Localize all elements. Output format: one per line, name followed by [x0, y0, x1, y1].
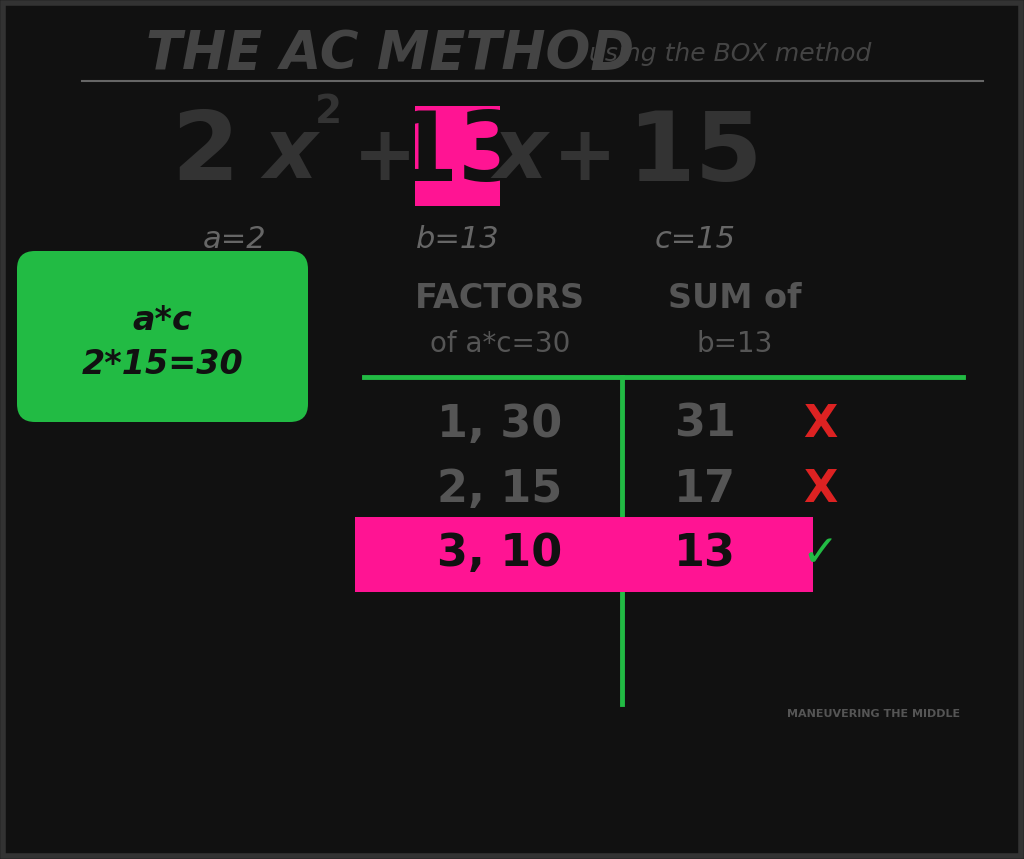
- Text: X: X: [803, 403, 838, 446]
- Text: 17: 17: [674, 467, 736, 510]
- Text: +: +: [353, 122, 417, 196]
- Text: 3, 10: 3, 10: [437, 533, 562, 576]
- Text: 31: 31: [674, 403, 736, 446]
- Text: 2, 15: 2, 15: [437, 467, 562, 510]
- FancyBboxPatch shape: [17, 251, 308, 422]
- Text: 13: 13: [390, 107, 525, 200]
- Text: x: x: [263, 113, 316, 194]
- Text: FACTORS: FACTORS: [415, 283, 585, 315]
- Text: of a*c=30: of a*c=30: [430, 330, 570, 358]
- Text: MANEUVERING THE MIDDLE: MANEUVERING THE MIDDLE: [786, 709, 961, 719]
- Text: b=13: b=13: [696, 330, 773, 358]
- Text: 13: 13: [674, 533, 736, 576]
- Text: a*c: a*c: [133, 304, 193, 338]
- Text: 2*15=30: 2*15=30: [82, 348, 244, 381]
- Text: 2: 2: [314, 93, 342, 131]
- Text: x: x: [494, 113, 547, 194]
- Text: SUM of: SUM of: [669, 283, 802, 315]
- Text: +: +: [553, 122, 617, 196]
- Text: c=15: c=15: [654, 224, 735, 253]
- Text: THE AC METHOD: THE AC METHOD: [146, 28, 634, 80]
- Text: ✓: ✓: [802, 533, 839, 576]
- Text: X: X: [803, 467, 838, 510]
- Text: 2: 2: [171, 107, 239, 200]
- FancyBboxPatch shape: [415, 106, 500, 206]
- Text: 15: 15: [628, 107, 763, 200]
- Text: a=2: a=2: [203, 224, 267, 253]
- Text: using the BOX method: using the BOX method: [589, 42, 871, 66]
- FancyBboxPatch shape: [355, 517, 813, 592]
- Text: 1, 30: 1, 30: [437, 403, 562, 446]
- Text: b=13: b=13: [416, 224, 500, 253]
